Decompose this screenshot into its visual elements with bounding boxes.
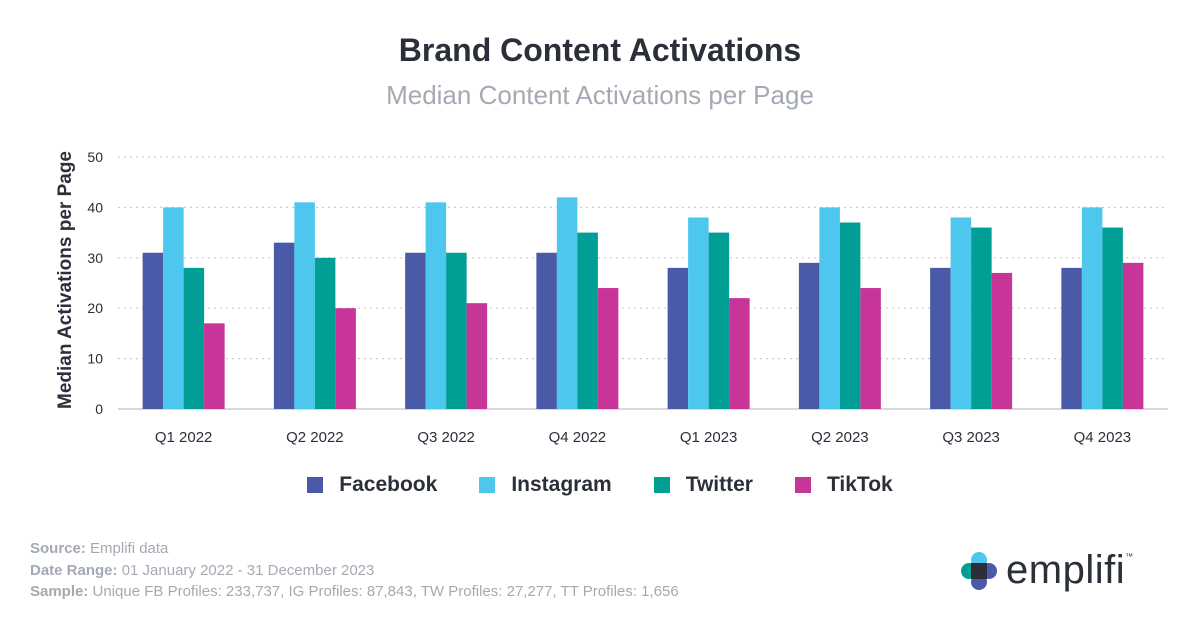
bar-tiktok	[204, 323, 225, 409]
footer-date-range: Date Range: 01 January 2022 - 31 Decembe…	[30, 561, 375, 579]
x-tick-label: Q3 2022	[417, 429, 475, 446]
emplifi-logo-icon	[961, 551, 997, 590]
logo-trademark: ™	[1125, 552, 1134, 561]
legend-swatch	[479, 477, 496, 493]
footer-sample: Sample: Unique FB Profiles: 233,737, IG …	[30, 583, 679, 600]
x-tick-label: Q1 2022	[155, 429, 213, 446]
bar-chart: 0 10 20 30 40 50 Median Activations per Page Q1…	[55, 149, 1168, 446]
bar-tiktok	[729, 298, 750, 409]
bar-facebook	[1061, 267, 1082, 409]
bar-twitter	[183, 267, 205, 409]
bar-facebook	[930, 267, 951, 409]
legend-swatch	[653, 477, 670, 493]
y-tick-label: 0	[95, 401, 103, 417]
x-tick-label: Q3 2023	[942, 429, 1000, 446]
bar-tiktok	[860, 288, 881, 409]
x-tick-label: Q4 2023	[1074, 429, 1132, 446]
legend-item-twitter: Twitter	[653, 473, 753, 497]
bar-twitter	[314, 257, 336, 409]
x-tick-label: Q2 2023	[811, 429, 869, 446]
bar-facebook	[536, 252, 557, 409]
legend-item-facebook: Facebook	[307, 473, 437, 497]
legend-item-instagram: Instagram	[479, 473, 612, 497]
bar-instagram	[294, 202, 315, 409]
bar-tiktok	[991, 272, 1013, 409]
bar-instagram	[950, 217, 972, 409]
legend-swatch	[307, 477, 324, 493]
bar-instagram	[556, 197, 578, 409]
bar-twitter	[708, 232, 730, 409]
x-tick-label: Q1 2023	[680, 429, 738, 446]
x-tick-label: Q4 2022	[549, 429, 607, 446]
bar-tiktok	[597, 288, 619, 409]
bar-facebook	[273, 242, 295, 409]
bar-instagram	[1081, 207, 1103, 409]
legend-label: Twitter	[685, 473, 753, 496]
footer-notes: Source: Emplifi data Date Range: 01 Janu…	[30, 538, 679, 603]
legend-label: Instagram	[511, 473, 612, 496]
bar-twitter	[446, 252, 467, 409]
y-axis-label: Median Activations per Page	[55, 151, 76, 409]
chart-legend: Facebook Instagram Twitter TikTok	[0, 473, 1200, 497]
bar-facebook	[405, 252, 426, 409]
y-tick-label: 40	[87, 199, 103, 215]
x-tick-label: Q2 2022	[286, 429, 344, 446]
bar-tiktok	[1122, 262, 1144, 409]
bar-instagram	[819, 207, 840, 409]
bar-twitter	[1102, 227, 1123, 409]
y-tick-label: 50	[87, 149, 103, 165]
bar-facebook	[142, 252, 164, 409]
emplifi-logo: emplifi ™	[958, 548, 1133, 593]
logo-wordmark: emplifi	[1006, 548, 1126, 592]
bar-facebook	[667, 267, 689, 409]
y-tick-label: 30	[87, 250, 103, 266]
bar-twitter	[577, 232, 598, 409]
bar-twitter	[971, 227, 992, 409]
bar-twitter	[839, 222, 861, 409]
y-tick-label: 20	[87, 300, 103, 316]
legend-label: Facebook	[339, 473, 438, 496]
legend-swatch	[794, 477, 811, 493]
legend-label: TikTok	[826, 473, 893, 496]
bar-tiktok	[466, 303, 488, 409]
chart-subtitle: Median Content Activations per Page	[386, 80, 814, 110]
footer-source: Source: Emplifi data	[30, 540, 169, 557]
legend-item-tiktok: TikTok	[794, 473, 893, 497]
bar-facebook	[798, 262, 820, 409]
chart-title: Brand Content Activations	[398, 32, 802, 68]
bar-instagram	[425, 202, 447, 409]
bar-tiktok	[335, 308, 356, 409]
y-tick-label: 10	[87, 351, 103, 367]
bar-instagram	[688, 217, 709, 409]
bar-instagram	[163, 207, 184, 409]
